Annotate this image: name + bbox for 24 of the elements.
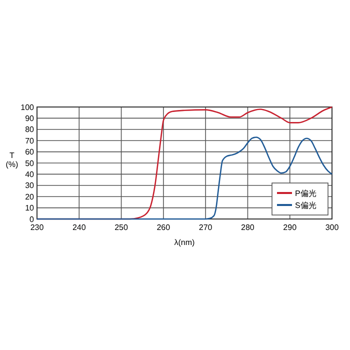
x-axis-title: λ(nm) bbox=[174, 238, 196, 247]
x-tick-label: 290 bbox=[283, 223, 298, 232]
y-tick-label: 0 bbox=[30, 214, 35, 224]
y-tick-label: 80 bbox=[25, 125, 35, 134]
x-tick-label: 240 bbox=[72, 223, 86, 232]
y-tick-label: 40 bbox=[25, 170, 35, 179]
x-tick-label: 270 bbox=[198, 223, 213, 232]
y-tick-label: 20 bbox=[25, 192, 35, 202]
line-series bbox=[36, 136, 333, 220]
legend-label: P偏光 bbox=[295, 188, 316, 198]
legend-label: S偏光 bbox=[295, 200, 316, 210]
y-tick-label: 30 bbox=[25, 181, 35, 190]
x-tick-label: 230 bbox=[30, 223, 44, 232]
y-tick-label: 90 bbox=[25, 114, 35, 123]
y-tick-label: 50 bbox=[25, 158, 35, 168]
x-tick-label: 250 bbox=[114, 223, 129, 232]
y-tick-label: 100 bbox=[20, 102, 35, 112]
y-axis-title: T (%) bbox=[6, 151, 19, 169]
y-tick-label: 10 bbox=[25, 204, 35, 213]
x-tick-label: 300 bbox=[325, 223, 340, 232]
y-tick-label: 70 bbox=[25, 136, 35, 146]
y-tick-label: 60 bbox=[25, 148, 35, 157]
x-tick-label: 260 bbox=[156, 223, 171, 232]
x-tick-label: 280 bbox=[241, 223, 255, 232]
